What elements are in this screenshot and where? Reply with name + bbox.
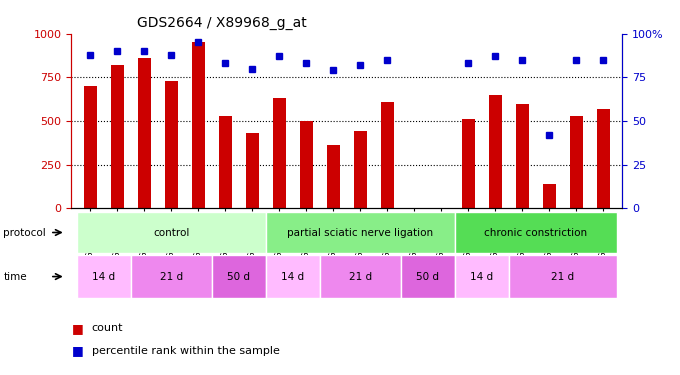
Bar bbox=[515, 104, 529, 208]
Bar bbox=[266, 212, 455, 253]
Bar bbox=[543, 184, 556, 208]
Text: count: count bbox=[92, 323, 123, 333]
Bar bbox=[266, 255, 320, 298]
Bar bbox=[137, 58, 151, 208]
Text: 21 d: 21 d bbox=[349, 272, 372, 282]
Bar bbox=[192, 42, 205, 208]
Text: protocol: protocol bbox=[3, 228, 46, 237]
Bar bbox=[455, 255, 509, 298]
Text: 50 d: 50 d bbox=[416, 272, 439, 282]
Bar bbox=[596, 109, 610, 208]
Text: 21 d: 21 d bbox=[551, 272, 575, 282]
Bar bbox=[273, 98, 286, 208]
Bar bbox=[509, 255, 617, 298]
Text: GDS2664 / X89968_g_at: GDS2664 / X89968_g_at bbox=[137, 16, 307, 30]
Bar bbox=[462, 119, 475, 208]
Bar bbox=[381, 102, 394, 208]
Bar bbox=[111, 65, 124, 208]
Bar bbox=[245, 133, 259, 208]
Text: 14 d: 14 d bbox=[92, 272, 116, 282]
Text: time: time bbox=[3, 272, 27, 282]
Bar bbox=[488, 95, 502, 208]
Text: 21 d: 21 d bbox=[160, 272, 183, 282]
Text: ■: ■ bbox=[71, 322, 83, 334]
Bar bbox=[320, 255, 401, 298]
Text: 14 d: 14 d bbox=[471, 272, 494, 282]
Text: chronic constriction: chronic constriction bbox=[484, 228, 588, 237]
Bar bbox=[326, 146, 340, 208]
Bar bbox=[131, 255, 211, 298]
Text: ■: ■ bbox=[71, 344, 83, 357]
Text: partial sciatic nerve ligation: partial sciatic nerve ligation bbox=[287, 228, 433, 237]
Bar bbox=[455, 212, 617, 253]
Text: 14 d: 14 d bbox=[282, 272, 305, 282]
Bar bbox=[84, 86, 97, 208]
Bar bbox=[570, 116, 583, 208]
Bar bbox=[77, 212, 266, 253]
Bar bbox=[77, 255, 131, 298]
Bar bbox=[211, 255, 266, 298]
Text: percentile rank within the sample: percentile rank within the sample bbox=[92, 346, 279, 355]
Bar bbox=[218, 116, 232, 208]
Bar bbox=[401, 255, 455, 298]
Text: control: control bbox=[153, 228, 190, 237]
Bar bbox=[354, 131, 367, 208]
Text: 50 d: 50 d bbox=[227, 272, 250, 282]
Bar bbox=[165, 81, 178, 208]
Bar bbox=[300, 121, 313, 208]
